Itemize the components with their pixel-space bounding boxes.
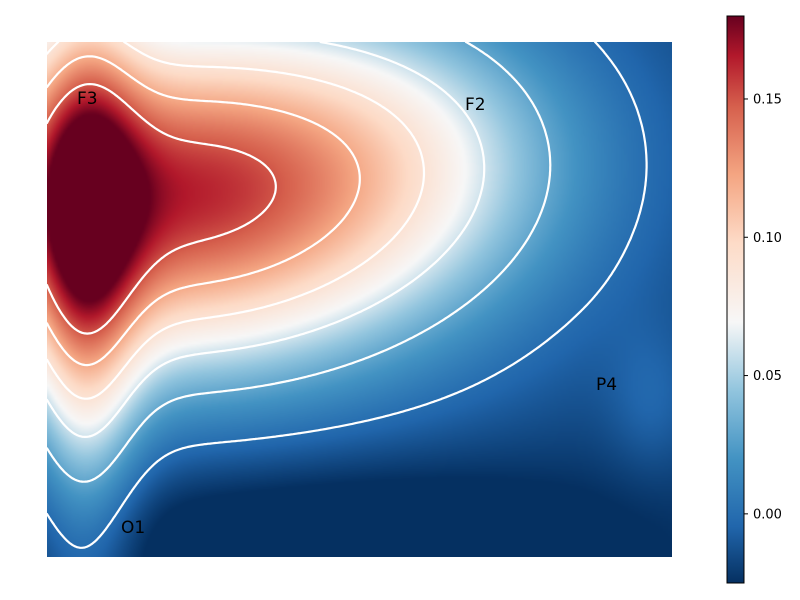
label-o1: O1 bbox=[121, 518, 145, 538]
contour-line bbox=[47, 42, 648, 549]
heatmap-plot-area bbox=[47, 42, 672, 557]
colorbar-ticks: 0.00 0.05 0.10 0.15 bbox=[744, 92, 782, 522]
colorbar-gradient bbox=[726, 15, 745, 584]
colorbar-tick-label: 0.05 bbox=[753, 369, 782, 384]
colorbar-tick-label: 0.15 bbox=[753, 92, 782, 107]
colorbar: 0.00 0.05 0.10 0.15 bbox=[726, 15, 782, 584]
label-p4: P4 bbox=[596, 375, 617, 395]
contour-line bbox=[47, 42, 426, 400]
contour-line bbox=[47, 42, 552, 483]
region-labels: F3 F2 P4 O1 bbox=[77, 89, 617, 538]
label-f3: F3 bbox=[77, 89, 98, 109]
label-f2: F2 bbox=[465, 95, 486, 115]
contour-lines bbox=[47, 42, 648, 549]
colorbar-tick-label: 0.10 bbox=[753, 231, 782, 246]
contour-line bbox=[47, 42, 486, 438]
contour-line bbox=[47, 83, 277, 335]
colorbar-tick-label: 0.00 bbox=[753, 507, 782, 522]
heatmap-field bbox=[47, 42, 672, 557]
contour-line bbox=[47, 55, 361, 367]
